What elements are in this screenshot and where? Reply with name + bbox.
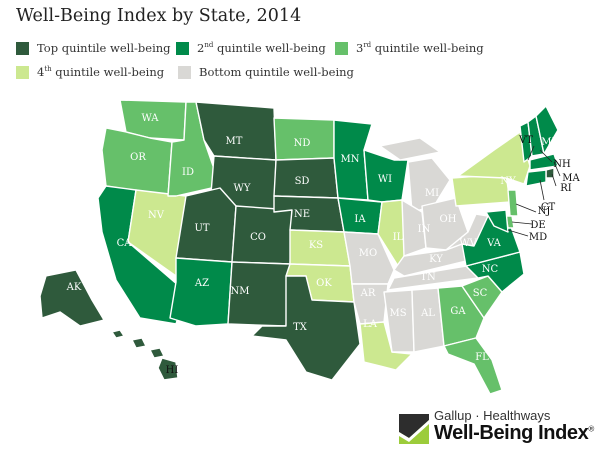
legend-swatch-second	[176, 41, 189, 55]
logo-mark-icon	[399, 414, 429, 444]
state-label-sc: SC	[473, 288, 488, 299]
state-label-co: CO	[250, 232, 266, 243]
state-label-ga: GA	[450, 306, 466, 317]
state-la	[359, 321, 413, 371]
state-hi	[111, 329, 179, 381]
legend-swatch-fourth	[16, 65, 29, 79]
state-label-de: DE	[530, 220, 545, 231]
legend-item-top: Top quintile well-being	[16, 41, 171, 55]
state-label-vt: VT	[518, 135, 533, 146]
state-label-ak: AK	[66, 282, 82, 293]
legend-item-third: 3rd quintile well-being	[335, 41, 484, 55]
state-ga	[437, 285, 485, 347]
state-label-va: VA	[486, 238, 502, 249]
legend-swatch-top	[16, 41, 29, 55]
state-label-il: IL	[393, 232, 404, 243]
brand-line1: Gallup · Healthways	[434, 408, 551, 423]
state-ct	[525, 169, 547, 187]
state-label-wi: WI	[378, 174, 392, 185]
legend-item-fourth: 4th quintile well-being	[16, 65, 164, 79]
legend-swatch-bottom	[178, 65, 191, 79]
state-label-tn: TN	[420, 272, 436, 283]
state-label-ct: CT	[541, 202, 556, 213]
state-label-ks: KS	[309, 240, 323, 251]
state-label-md: MD	[529, 232, 547, 243]
legend-label-fourth: 4th quintile well-being	[37, 65, 165, 79]
state-label-ny: NY	[500, 176, 516, 187]
state-label-tx: TX	[293, 322, 308, 333]
state-label-mt: MT	[226, 136, 243, 147]
state-label-sd: SD	[295, 176, 310, 187]
state-label-ms: MS	[389, 308, 406, 319]
state-label-nv: NV	[148, 210, 165, 221]
state-fl	[443, 337, 503, 395]
label-leader-lines	[507, 145, 561, 237]
state-label-ar: AR	[360, 288, 376, 299]
state-label-ri: RI	[560, 183, 572, 194]
state-label-wy: WY	[234, 183, 251, 194]
legend-label-top: Top quintile well-being	[37, 41, 171, 55]
state-label-ky: KY	[429, 254, 443, 265]
legend-label-bottom: Bottom quintile well-being	[199, 65, 354, 79]
state-label-la: LA	[363, 319, 378, 330]
state-wa	[119, 99, 187, 141]
state-label-pa: PA	[487, 203, 501, 214]
state-label-hi: HI	[166, 365, 179, 376]
gallup-healthways-logo: Gallup · Healthways Well-Being Index®	[399, 408, 594, 448]
state-label-me: ME	[541, 137, 559, 148]
state-label-id: ID	[182, 167, 194, 178]
page-title: Well-Being Index by State, 2014	[16, 6, 302, 26]
state-label-al: AL	[420, 308, 435, 319]
state-label-ia: IA	[354, 214, 366, 225]
state-label-ne: NE	[294, 209, 310, 220]
state-label-mi: MI	[425, 188, 439, 199]
state-label-oh: OH	[440, 214, 457, 225]
legend-swatch-third	[335, 41, 348, 55]
state-label-mo: MO	[359, 248, 377, 259]
state-label-nd: ND	[294, 138, 311, 149]
state-label-in: IN	[418, 224, 431, 235]
state-mi	[379, 137, 451, 213]
state-label-or: OR	[130, 152, 146, 163]
state-me	[535, 105, 559, 155]
state-label-az: AZ	[194, 278, 209, 289]
legend-item-bottom: Bottom quintile well-being	[178, 65, 354, 79]
brand-line2: Well-Being Index®	[434, 422, 594, 444]
state-label-ma: MA	[562, 173, 580, 184]
state-tx	[251, 275, 361, 381]
state-label-nm: NM	[231, 286, 250, 297]
legend-label-third: 3rd quintile well-being	[356, 41, 484, 55]
legend-item-second: 2nd quintile well-being	[176, 41, 326, 55]
state-label-nj: NJ	[538, 206, 551, 217]
state-label-wa: WA	[141, 113, 159, 124]
state-label-mn: MN	[341, 154, 360, 165]
state-nj	[507, 189, 519, 217]
legend-label-second: 2nd quintile well-being	[197, 41, 326, 55]
state-label-ok: OK	[316, 278, 332, 289]
state-label-wv: WV	[459, 238, 477, 249]
state-ak	[39, 269, 105, 327]
state-label-ca: CA	[117, 238, 133, 249]
state-label-fl: FL	[475, 352, 489, 363]
state-label-ut: UT	[194, 223, 209, 234]
state-label-nh: NH	[553, 159, 571, 170]
state-md	[485, 209, 509, 233]
state-label-nc: NC	[482, 264, 499, 275]
state-az	[169, 257, 233, 327]
